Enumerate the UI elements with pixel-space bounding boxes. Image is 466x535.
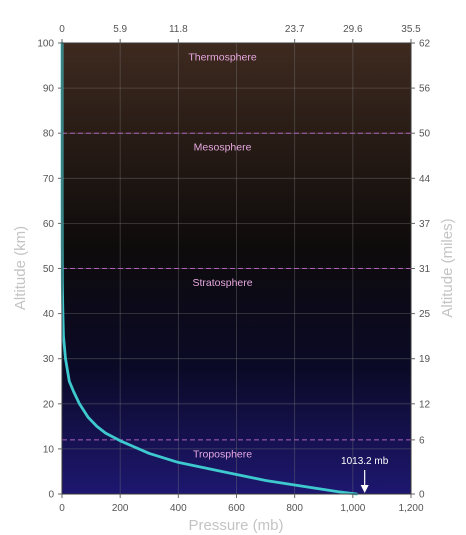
right-tick-label: 50 xyxy=(419,129,431,140)
y-tick-label: 80 xyxy=(43,129,55,140)
x-axis-title: Pressure (mb) xyxy=(188,517,283,534)
right-tick-label: 12 xyxy=(419,399,431,410)
layer-labels: Thermosphere Mesosphere Stratosphere Tropos… xyxy=(188,52,256,461)
y-tick-label: 30 xyxy=(43,354,55,365)
layer-label: Stratosphere xyxy=(192,277,252,289)
y-tick-label: 70 xyxy=(43,174,55,185)
top-tick-label: 0 xyxy=(59,24,65,35)
y-tick-label: 50 xyxy=(43,264,55,275)
right-tick-label: 6 xyxy=(419,435,425,446)
x-tick-label: 600 xyxy=(228,503,245,514)
y-tick-label: 90 xyxy=(43,84,55,95)
y-tick-label: 60 xyxy=(43,219,55,230)
x-tick-label: 200 xyxy=(112,503,129,514)
y-tick-label: 10 xyxy=(43,444,55,455)
x-tick-label: 1,000 xyxy=(340,503,365,514)
right-tick-label: 37 xyxy=(419,219,431,230)
layer-label: Thermosphere xyxy=(188,52,256,64)
y-tick-label: 40 xyxy=(43,309,55,320)
right-tick-label: 62 xyxy=(419,39,431,50)
annotation-arrow-head xyxy=(360,485,369,493)
top-tick-label: 11.8 xyxy=(169,24,188,35)
right-tick-label: 44 xyxy=(419,174,431,185)
x-tick-label: 800 xyxy=(286,503,303,514)
top-tick-label: 23.7 xyxy=(285,24,305,35)
right-tick-label: 56 xyxy=(419,84,431,95)
x-tick-label: 1,200 xyxy=(398,503,423,514)
top-tick-label: 5.9 xyxy=(113,24,127,35)
right-tick-label: 19 xyxy=(419,354,431,365)
right-tick-label: 0 xyxy=(419,490,425,501)
right-tick-label: 25 xyxy=(419,309,431,320)
y-axis-title-right: Altitude (miles) xyxy=(439,218,456,317)
annotation-label: 1013.2 mb xyxy=(341,456,389,467)
layer-label: Mesosphere xyxy=(194,142,252,154)
y-tick-label: 100 xyxy=(37,39,54,50)
y-tick-label: 20 xyxy=(43,399,55,410)
y-axis-title: Altitude (km) xyxy=(12,226,29,310)
annotation: 1013.2 mb xyxy=(341,456,389,493)
axes: 0 200 400 600 800 1,000 1,20001020304050607080… xyxy=(37,24,430,514)
x-tick-label: 0 xyxy=(59,503,65,514)
top-tick-label: 35.5 xyxy=(401,24,421,35)
top-tick-label: 29.6 xyxy=(343,24,363,35)
right-tick-label: 31 xyxy=(419,264,431,275)
layer-label: Troposphere xyxy=(193,448,252,460)
x-tick-label: 400 xyxy=(170,503,187,514)
y-tick-label: 0 xyxy=(48,490,54,501)
